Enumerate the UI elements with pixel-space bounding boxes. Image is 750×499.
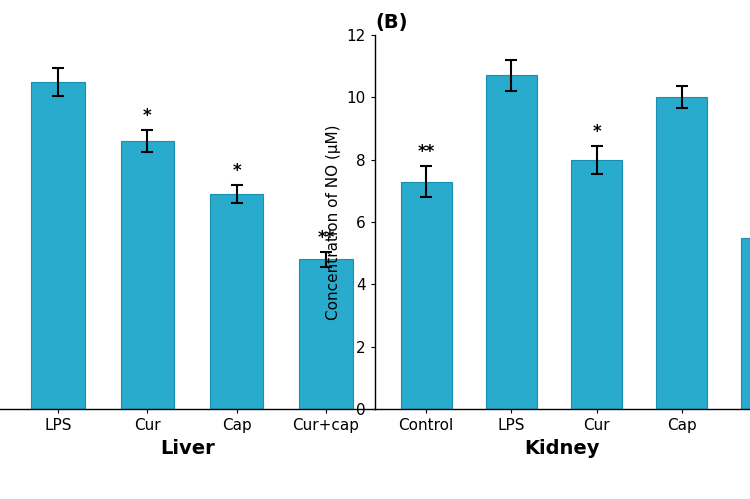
Bar bbox=[400, 182, 451, 409]
Bar bbox=[656, 97, 707, 409]
Bar bbox=[299, 259, 352, 409]
Text: *: * bbox=[592, 123, 601, 141]
Text: **: ** bbox=[418, 143, 435, 161]
Bar bbox=[210, 194, 263, 409]
Bar bbox=[121, 141, 174, 409]
Bar bbox=[571, 160, 622, 409]
Bar bbox=[486, 75, 537, 409]
Text: *: * bbox=[143, 107, 152, 125]
Text: **: ** bbox=[317, 229, 334, 247]
Y-axis label: Concentration of NO (μM): Concentration of NO (μM) bbox=[326, 124, 341, 320]
Text: *: * bbox=[232, 162, 241, 180]
Bar bbox=[742, 238, 750, 409]
X-axis label: Kidney: Kidney bbox=[525, 439, 600, 458]
Bar bbox=[32, 82, 85, 409]
Text: (B): (B) bbox=[375, 13, 407, 32]
X-axis label: Liver: Liver bbox=[160, 439, 214, 458]
